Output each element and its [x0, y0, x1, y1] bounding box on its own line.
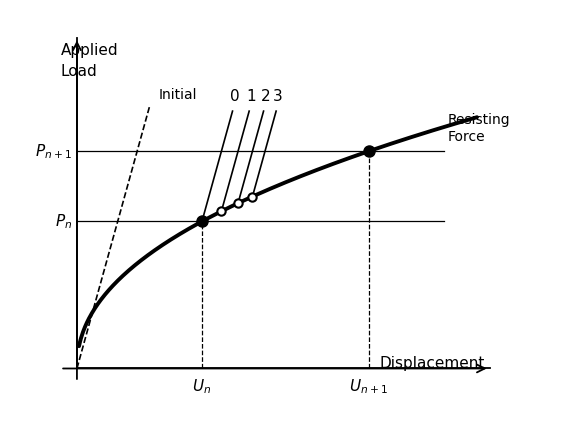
Text: Initial: Initial [158, 88, 197, 102]
Text: 3: 3 [273, 89, 283, 104]
Text: 0: 0 [229, 89, 239, 104]
Text: 2: 2 [261, 89, 270, 104]
Text: Resisting
Force: Resisting Force [448, 113, 511, 144]
Text: $P_n$: $P_n$ [55, 212, 72, 231]
Text: $U_n$: $U_n$ [192, 377, 211, 395]
Text: $P_{n+1}$: $P_{n+1}$ [35, 142, 72, 160]
Text: 1: 1 [246, 89, 256, 104]
Text: Load: Load [61, 64, 97, 79]
Text: Applied: Applied [61, 43, 118, 58]
Text: Displacement: Displacement [380, 356, 485, 371]
Text: $U_{n+1}$: $U_{n+1}$ [350, 377, 388, 395]
